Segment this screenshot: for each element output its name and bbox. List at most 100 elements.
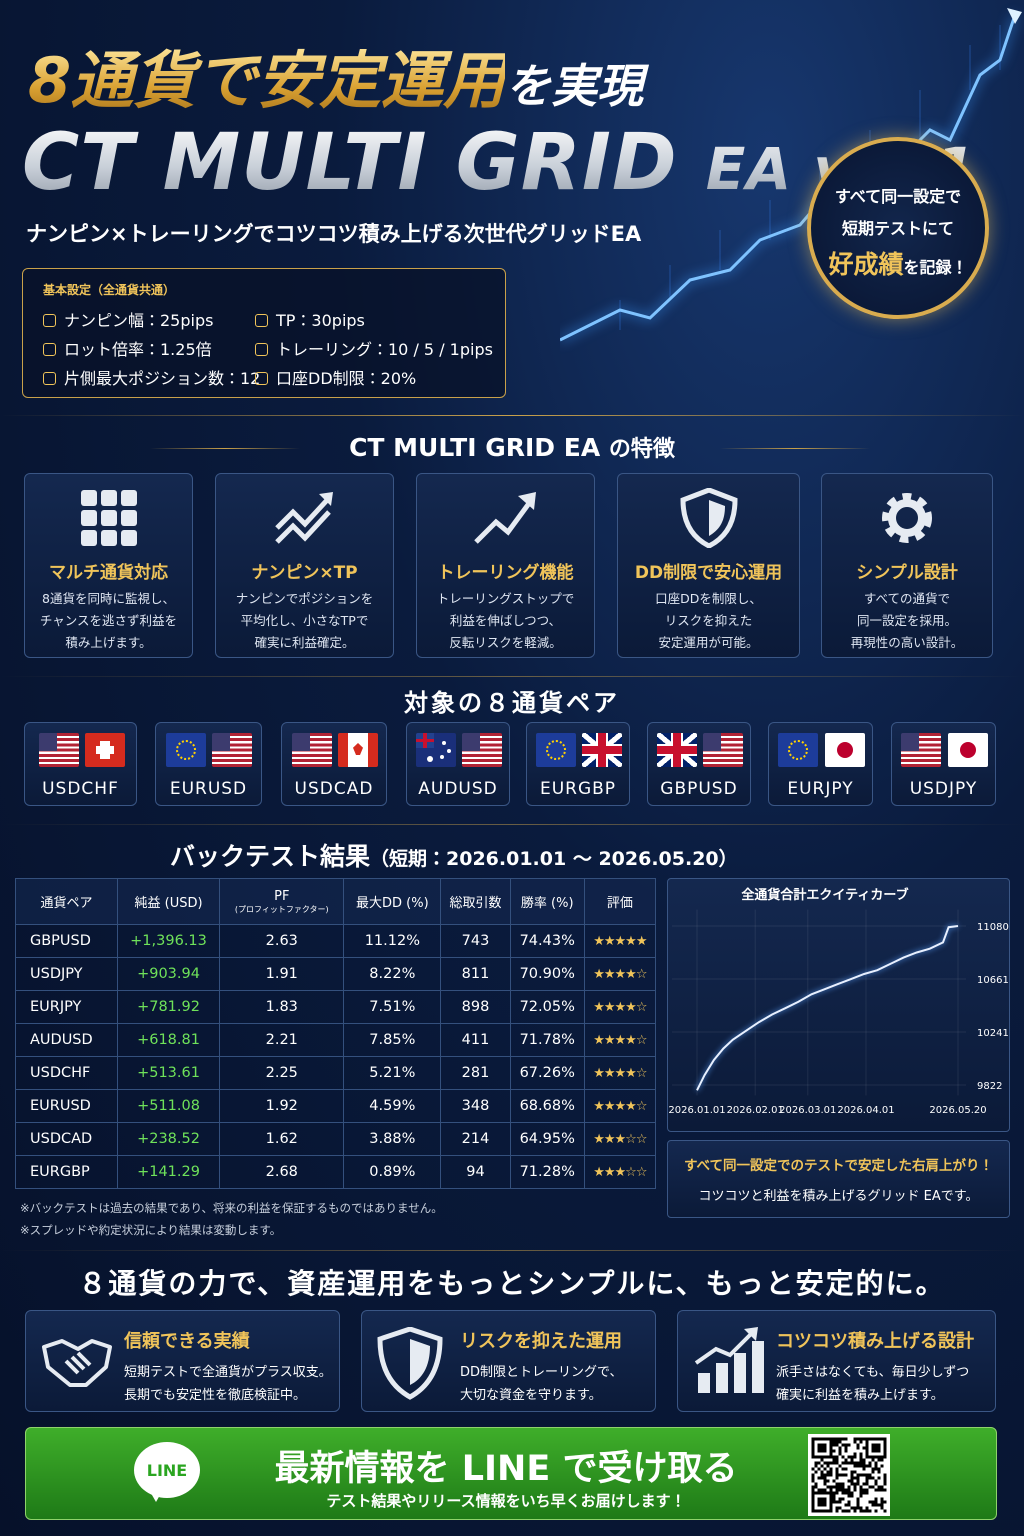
qr-module <box>814 1509 818 1513</box>
qr-module <box>829 1500 833 1504</box>
column-label: 最大DD (%) <box>356 896 429 911</box>
qr-module <box>826 1479 830 1483</box>
qr-module <box>814 1470 818 1474</box>
qr-module <box>832 1455 836 1459</box>
qr-module <box>817 1503 821 1507</box>
qr-module <box>841 1467 845 1471</box>
qr-module <box>844 1473 848 1477</box>
polygon <box>744 1327 758 1341</box>
qr-module <box>871 1443 875 1447</box>
qr-module <box>871 1503 875 1507</box>
rect <box>716 1363 728 1393</box>
backtest-heading: バックテスト結果 <box>170 842 371 871</box>
rect <box>120 490 137 506</box>
column-header: 総取引数 <box>440 878 511 925</box>
y-tick-label: 10241 <box>977 1028 1009 1039</box>
qr-module <box>874 1467 878 1471</box>
qr-module <box>850 1473 854 1477</box>
qr-module <box>841 1491 845 1495</box>
qr-module <box>862 1461 866 1465</box>
path <box>679 488 738 548</box>
qr-module <box>859 1455 863 1459</box>
icon <box>882 493 932 543</box>
qr-module <box>817 1449 821 1453</box>
qr-module <box>865 1440 869 1444</box>
feature-text: チャンスを逃さず利益を <box>39 613 178 628</box>
qr-module <box>847 1485 851 1489</box>
qr-module <box>835 1455 839 1459</box>
badge-tail: を記録！ <box>903 258 968 277</box>
qr-module <box>871 1455 875 1459</box>
qr-module <box>874 1488 878 1492</box>
qr-module <box>838 1500 842 1504</box>
cell: 74.43% <box>509 924 585 958</box>
qr-module <box>823 1473 827 1477</box>
qr-module <box>814 1491 818 1495</box>
qr-module <box>880 1488 884 1492</box>
qr-module <box>829 1494 833 1498</box>
qr-module <box>838 1437 842 1441</box>
qr-module <box>811 1491 815 1495</box>
benefit-text: 確実に利益を積み上げます。 <box>776 1388 944 1403</box>
cell: 71.78% <box>509 1023 585 1057</box>
qr-module <box>832 1437 836 1441</box>
qr-module <box>844 1458 848 1462</box>
flag <box>657 733 697 767</box>
pair-card: EURUSD <box>155 722 262 806</box>
qr-module <box>868 1464 872 1468</box>
qr-module <box>835 1443 839 1447</box>
qr-module <box>865 1482 869 1486</box>
pair-label: EURUSD <box>169 779 248 799</box>
benefit-card: リスクを抑えた運用 DD制限とトレーリングで、 大切な資金を守ります。 <box>361 1310 656 1412</box>
qr-module <box>859 1440 863 1444</box>
feature-title: シンプル設計 <box>856 563 958 583</box>
g <box>698 1341 764 1393</box>
flag <box>416 733 456 767</box>
badge-line: 短期テストにて <box>841 219 954 238</box>
benefit-text: 長期でも安定性を徹底検証中。 <box>124 1388 307 1403</box>
cell: AUDUSD <box>15 1023 118 1057</box>
qr-module <box>835 1470 839 1474</box>
cell: ★★★☆☆ <box>583 1155 657 1189</box>
y-tick-label: 9822 <box>977 1081 1002 1092</box>
qr-module <box>823 1497 827 1501</box>
cell: USDJPY <box>15 957 118 991</box>
features-title-suffix: の特徴 <box>608 437 675 462</box>
qr-module <box>823 1455 827 1459</box>
qr-module <box>838 1464 842 1468</box>
backtest-title: バックテスト結果（短期：2026.01.01 ～ 2026.05.20） <box>170 837 738 873</box>
qr-module <box>847 1494 851 1498</box>
qr-module <box>838 1452 842 1456</box>
rect <box>100 490 117 506</box>
qr-module <box>826 1470 830 1474</box>
benefit-title: 信頼できる実績 <box>124 1331 250 1352</box>
qr-module <box>826 1485 830 1489</box>
feature-text: 平均化し、小さなTPで <box>240 613 369 628</box>
column-header: 純益 (USD) <box>116 878 221 925</box>
qr-module <box>811 1494 815 1498</box>
qr-module <box>877 1449 881 1453</box>
feature-text: 8通貨を同時に監視し、 <box>42 591 175 606</box>
slogan: ８通貨の力で、資産運用をもっとシンプルに、もっと安定的に。 <box>78 1267 946 1300</box>
cell: 2.21 <box>219 1023 345 1057</box>
qr-module <box>874 1437 878 1441</box>
qr-module <box>883 1449 887 1453</box>
line-cta[interactable]: LINE 最新情報を LINE で受け取る テスト結果やリリース情報をいち早くお… <box>25 1427 997 1520</box>
qr-module <box>883 1440 887 1444</box>
pair-card: EURJPY <box>768 722 873 806</box>
qr-module <box>871 1449 875 1453</box>
feature-text: ナンピンでポジションを <box>235 591 374 606</box>
qr-module <box>817 1461 821 1465</box>
qr-module <box>853 1485 857 1489</box>
qr-module <box>862 1482 866 1486</box>
line-logo-tail <box>148 1488 164 1502</box>
qr-module <box>835 1467 839 1471</box>
qr-module <box>868 1437 872 1441</box>
qr-module <box>883 1500 887 1504</box>
qr-module <box>847 1488 851 1492</box>
qr-module <box>829 1491 833 1495</box>
qr-module <box>880 1497 884 1501</box>
chart-title: 全通貨合計エクイティカーブ <box>741 887 908 903</box>
qr-module <box>814 1437 818 1441</box>
